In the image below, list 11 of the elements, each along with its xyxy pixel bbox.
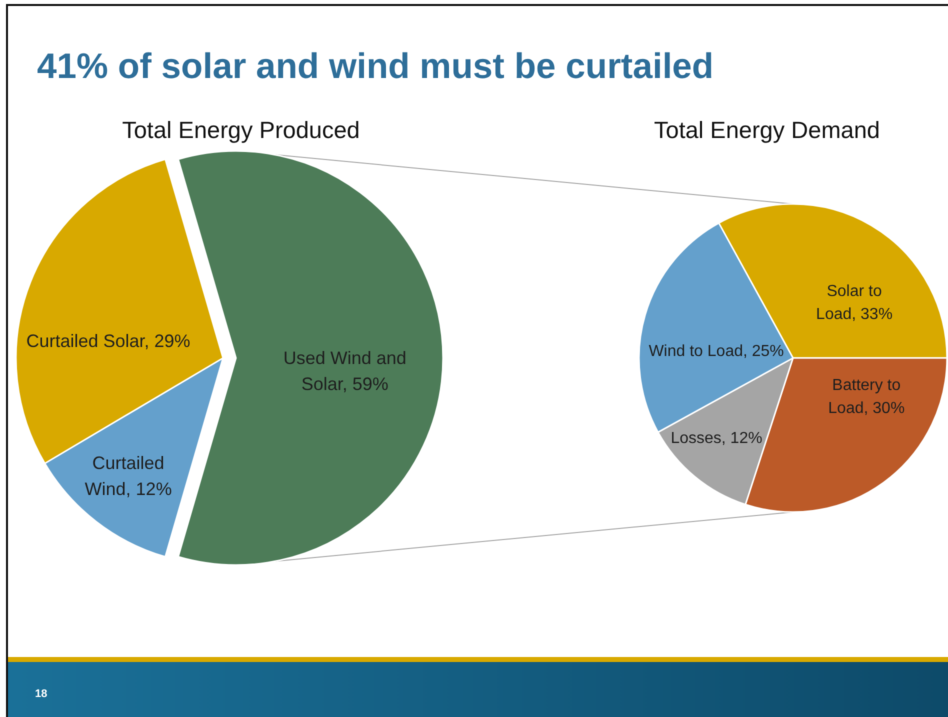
chart-title: Total Energy Produced [122, 117, 360, 143]
text: 41% of solar and wind must be curtailed [37, 46, 714, 86]
slice-label: Curtailed Wind, 12% [84, 452, 173, 501]
slice-label: Wind to Load, 25% [648, 342, 784, 362]
slice-label: Solar to Load, 33% [815, 282, 894, 325]
slice-label: Losses, 12% [670, 428, 762, 449]
chart-title: Total Energy Demand [654, 117, 880, 143]
slice-label: Curtailed Solar, 29% [26, 330, 190, 354]
text: 18 [35, 688, 48, 700]
slice-label: Used Wind and Solar, 59% [282, 347, 408, 396]
slice-label: Battery to Load, 30% [827, 376, 906, 420]
